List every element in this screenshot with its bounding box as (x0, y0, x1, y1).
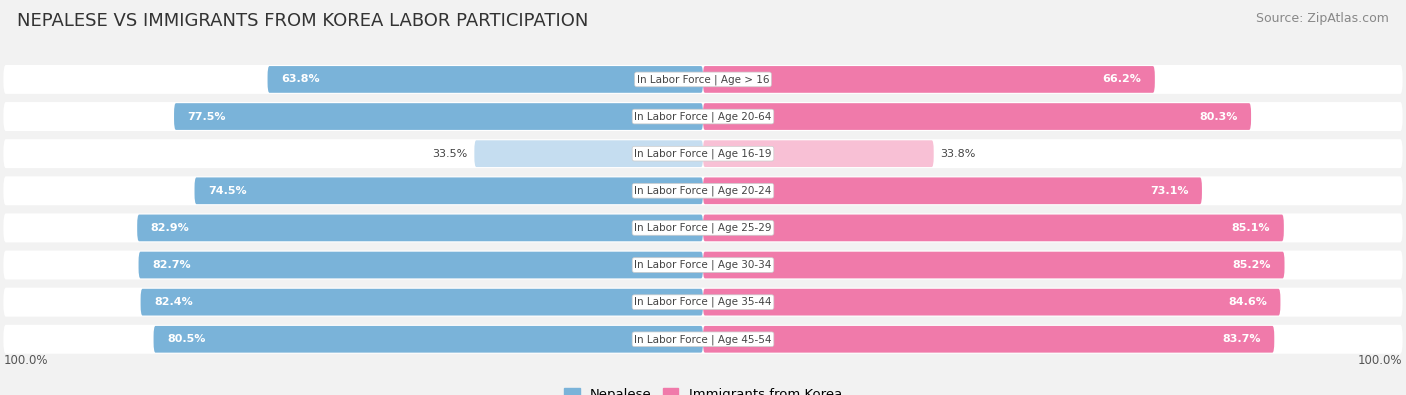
FancyBboxPatch shape (153, 326, 703, 353)
Text: 33.8%: 33.8% (941, 149, 976, 159)
Text: In Labor Force | Age 20-24: In Labor Force | Age 20-24 (634, 186, 772, 196)
Text: 33.5%: 33.5% (432, 149, 468, 159)
Text: Source: ZipAtlas.com: Source: ZipAtlas.com (1256, 12, 1389, 25)
Text: 80.3%: 80.3% (1199, 111, 1237, 122)
Text: 63.8%: 63.8% (281, 74, 319, 85)
FancyBboxPatch shape (194, 177, 703, 204)
FancyBboxPatch shape (3, 139, 1403, 168)
Text: 73.1%: 73.1% (1150, 186, 1188, 196)
Text: In Labor Force | Age 25-29: In Labor Force | Age 25-29 (634, 223, 772, 233)
FancyBboxPatch shape (138, 214, 703, 241)
Text: 100.0%: 100.0% (3, 354, 48, 367)
FancyBboxPatch shape (3, 288, 1403, 317)
FancyBboxPatch shape (139, 252, 703, 278)
Text: In Labor Force | Age 30-34: In Labor Force | Age 30-34 (634, 260, 772, 270)
FancyBboxPatch shape (3, 65, 1403, 94)
FancyBboxPatch shape (3, 213, 1403, 243)
FancyBboxPatch shape (3, 250, 1403, 280)
Text: 82.9%: 82.9% (150, 223, 190, 233)
Text: 82.7%: 82.7% (152, 260, 191, 270)
Text: 85.1%: 85.1% (1232, 223, 1270, 233)
Legend: Nepalese, Immigrants from Korea: Nepalese, Immigrants from Korea (558, 382, 848, 395)
FancyBboxPatch shape (267, 66, 703, 93)
FancyBboxPatch shape (174, 103, 703, 130)
Text: 80.5%: 80.5% (167, 334, 205, 344)
Text: In Labor Force | Age 16-19: In Labor Force | Age 16-19 (634, 149, 772, 159)
Text: In Labor Force | Age > 16: In Labor Force | Age > 16 (637, 74, 769, 85)
FancyBboxPatch shape (474, 140, 703, 167)
FancyBboxPatch shape (3, 325, 1403, 354)
FancyBboxPatch shape (141, 289, 703, 316)
FancyBboxPatch shape (703, 177, 1202, 204)
FancyBboxPatch shape (703, 66, 1154, 93)
Text: NEPALESE VS IMMIGRANTS FROM KOREA LABOR PARTICIPATION: NEPALESE VS IMMIGRANTS FROM KOREA LABOR … (17, 12, 588, 30)
Text: 83.7%: 83.7% (1222, 334, 1261, 344)
Text: In Labor Force | Age 35-44: In Labor Force | Age 35-44 (634, 297, 772, 307)
FancyBboxPatch shape (703, 214, 1284, 241)
FancyBboxPatch shape (3, 102, 1403, 131)
FancyBboxPatch shape (703, 140, 934, 167)
Text: 100.0%: 100.0% (1358, 354, 1403, 367)
Text: 84.6%: 84.6% (1227, 297, 1267, 307)
FancyBboxPatch shape (703, 326, 1274, 353)
FancyBboxPatch shape (703, 252, 1285, 278)
FancyBboxPatch shape (703, 103, 1251, 130)
Text: 85.2%: 85.2% (1233, 260, 1271, 270)
Text: In Labor Force | Age 20-64: In Labor Force | Age 20-64 (634, 111, 772, 122)
Text: 82.4%: 82.4% (155, 297, 193, 307)
Text: In Labor Force | Age 45-54: In Labor Force | Age 45-54 (634, 334, 772, 344)
Text: 77.5%: 77.5% (187, 111, 226, 122)
FancyBboxPatch shape (3, 176, 1403, 205)
Text: 66.2%: 66.2% (1102, 74, 1142, 85)
FancyBboxPatch shape (703, 289, 1281, 316)
Text: 74.5%: 74.5% (208, 186, 247, 196)
